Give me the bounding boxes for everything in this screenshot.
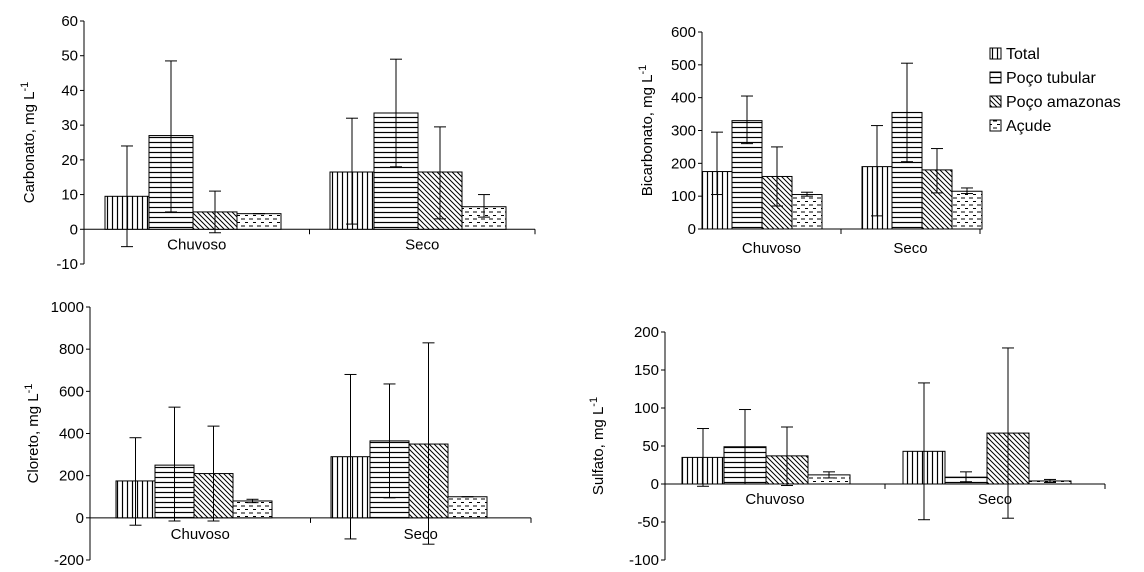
- y-axis-label: Carbonato, mg L-1: [19, 82, 38, 204]
- category-label: Seco: [404, 526, 438, 543]
- y-tick-label: 100: [634, 400, 659, 417]
- y-axis-label: Bicarbonato, mg L-1: [637, 65, 656, 197]
- y-tick-label: 0: [688, 221, 696, 238]
- chart-panel: -10 0 10 20 30 40 50 60 Carbonato, mg L-1 Chuvoso…: [19, 13, 536, 273]
- legend-swatch: [989, 95, 1002, 108]
- y-tick-label: -100: [629, 552, 659, 567]
- chart-panel: 0 100 200 300 400 500 600 Bicarbonato, mg L-1 Ch…: [637, 24, 983, 257]
- category-label: Seco: [405, 236, 439, 253]
- y-tick-label: -200: [54, 552, 84, 567]
- y-tick-label: 400: [671, 90, 696, 107]
- category-label: Seco: [893, 240, 927, 257]
- legend: Total Poço tubular Poço amazonas Açude: [989, 46, 1121, 135]
- y-tick-label: 300: [671, 123, 696, 140]
- bar-a-ude-chuvoso: [236, 213, 282, 230]
- y-tick-label: -10: [56, 256, 78, 273]
- bar-a-ude-chuvoso: [791, 194, 823, 230]
- bar-a-ude-chuvoso: [232, 500, 273, 519]
- category-label: Chuvoso: [171, 526, 230, 543]
- legend-label: Açude: [1006, 118, 1051, 135]
- y-tick-label: 150: [634, 362, 659, 379]
- y-tick-label: 0: [70, 221, 78, 238]
- y-tick-label: 30: [61, 117, 78, 134]
- y-tick-label: 100: [671, 188, 696, 205]
- y-tick-label: 50: [61, 48, 78, 65]
- y-tick-label: 20: [61, 152, 78, 169]
- y-tick-label: 200: [59, 468, 84, 485]
- y-tick-label: 600: [671, 24, 696, 41]
- chart-panel: -200 0 200 400 600 800 1000 Cloreto, mg L-1 Chuv…: [23, 299, 532, 569]
- category-label: Chuvoso: [745, 491, 804, 508]
- y-tick-label: 800: [59, 341, 84, 358]
- y-tick-label: 400: [59, 426, 84, 443]
- bar-a-ude-seco: [447, 496, 488, 519]
- y-tick-label: -50: [637, 514, 659, 531]
- legend-swatch: [989, 47, 1002, 60]
- y-tick-label: 500: [671, 57, 696, 74]
- y-tick-label: 50: [642, 438, 659, 455]
- y-tick-label: 0: [651, 476, 659, 493]
- legend-swatch: [989, 71, 1002, 84]
- legend-label: Total: [1006, 46, 1040, 63]
- y-tick-label: 200: [634, 324, 659, 341]
- legend-swatch: [989, 119, 1002, 132]
- y-tick-label: 10: [61, 187, 78, 204]
- category-label: Chuvoso: [167, 236, 226, 253]
- category-label: Chuvoso: [742, 240, 801, 257]
- legend-item: Açude: [989, 118, 1051, 135]
- y-tick-label: 200: [671, 155, 696, 172]
- legend-label: Poço tubular: [1006, 70, 1097, 87]
- legend-item: Poço amazonas: [989, 94, 1121, 111]
- legend-item: Poço tubular: [989, 70, 1097, 87]
- y-tick-label: 60: [61, 13, 78, 30]
- y-axis-label: Cloreto, mg L-1: [23, 384, 42, 484]
- y-axis-label: Sulfato, mg L-1: [588, 397, 607, 495]
- category-label: Seco: [978, 491, 1012, 508]
- legend-item: Total: [989, 46, 1040, 63]
- chart-panel: -100 -50 0 50 100 150 200 Sulfato, mg L-1 Chuvos…: [588, 324, 1106, 569]
- y-tick-label: 40: [61, 82, 78, 99]
- legend-label: Poço amazonas: [1006, 94, 1121, 111]
- y-tick-label: 1000: [51, 299, 84, 316]
- bar-a-ude-seco: [951, 190, 983, 230]
- y-tick-label: 600: [59, 383, 84, 400]
- y-tick-label: 0: [76, 510, 84, 527]
